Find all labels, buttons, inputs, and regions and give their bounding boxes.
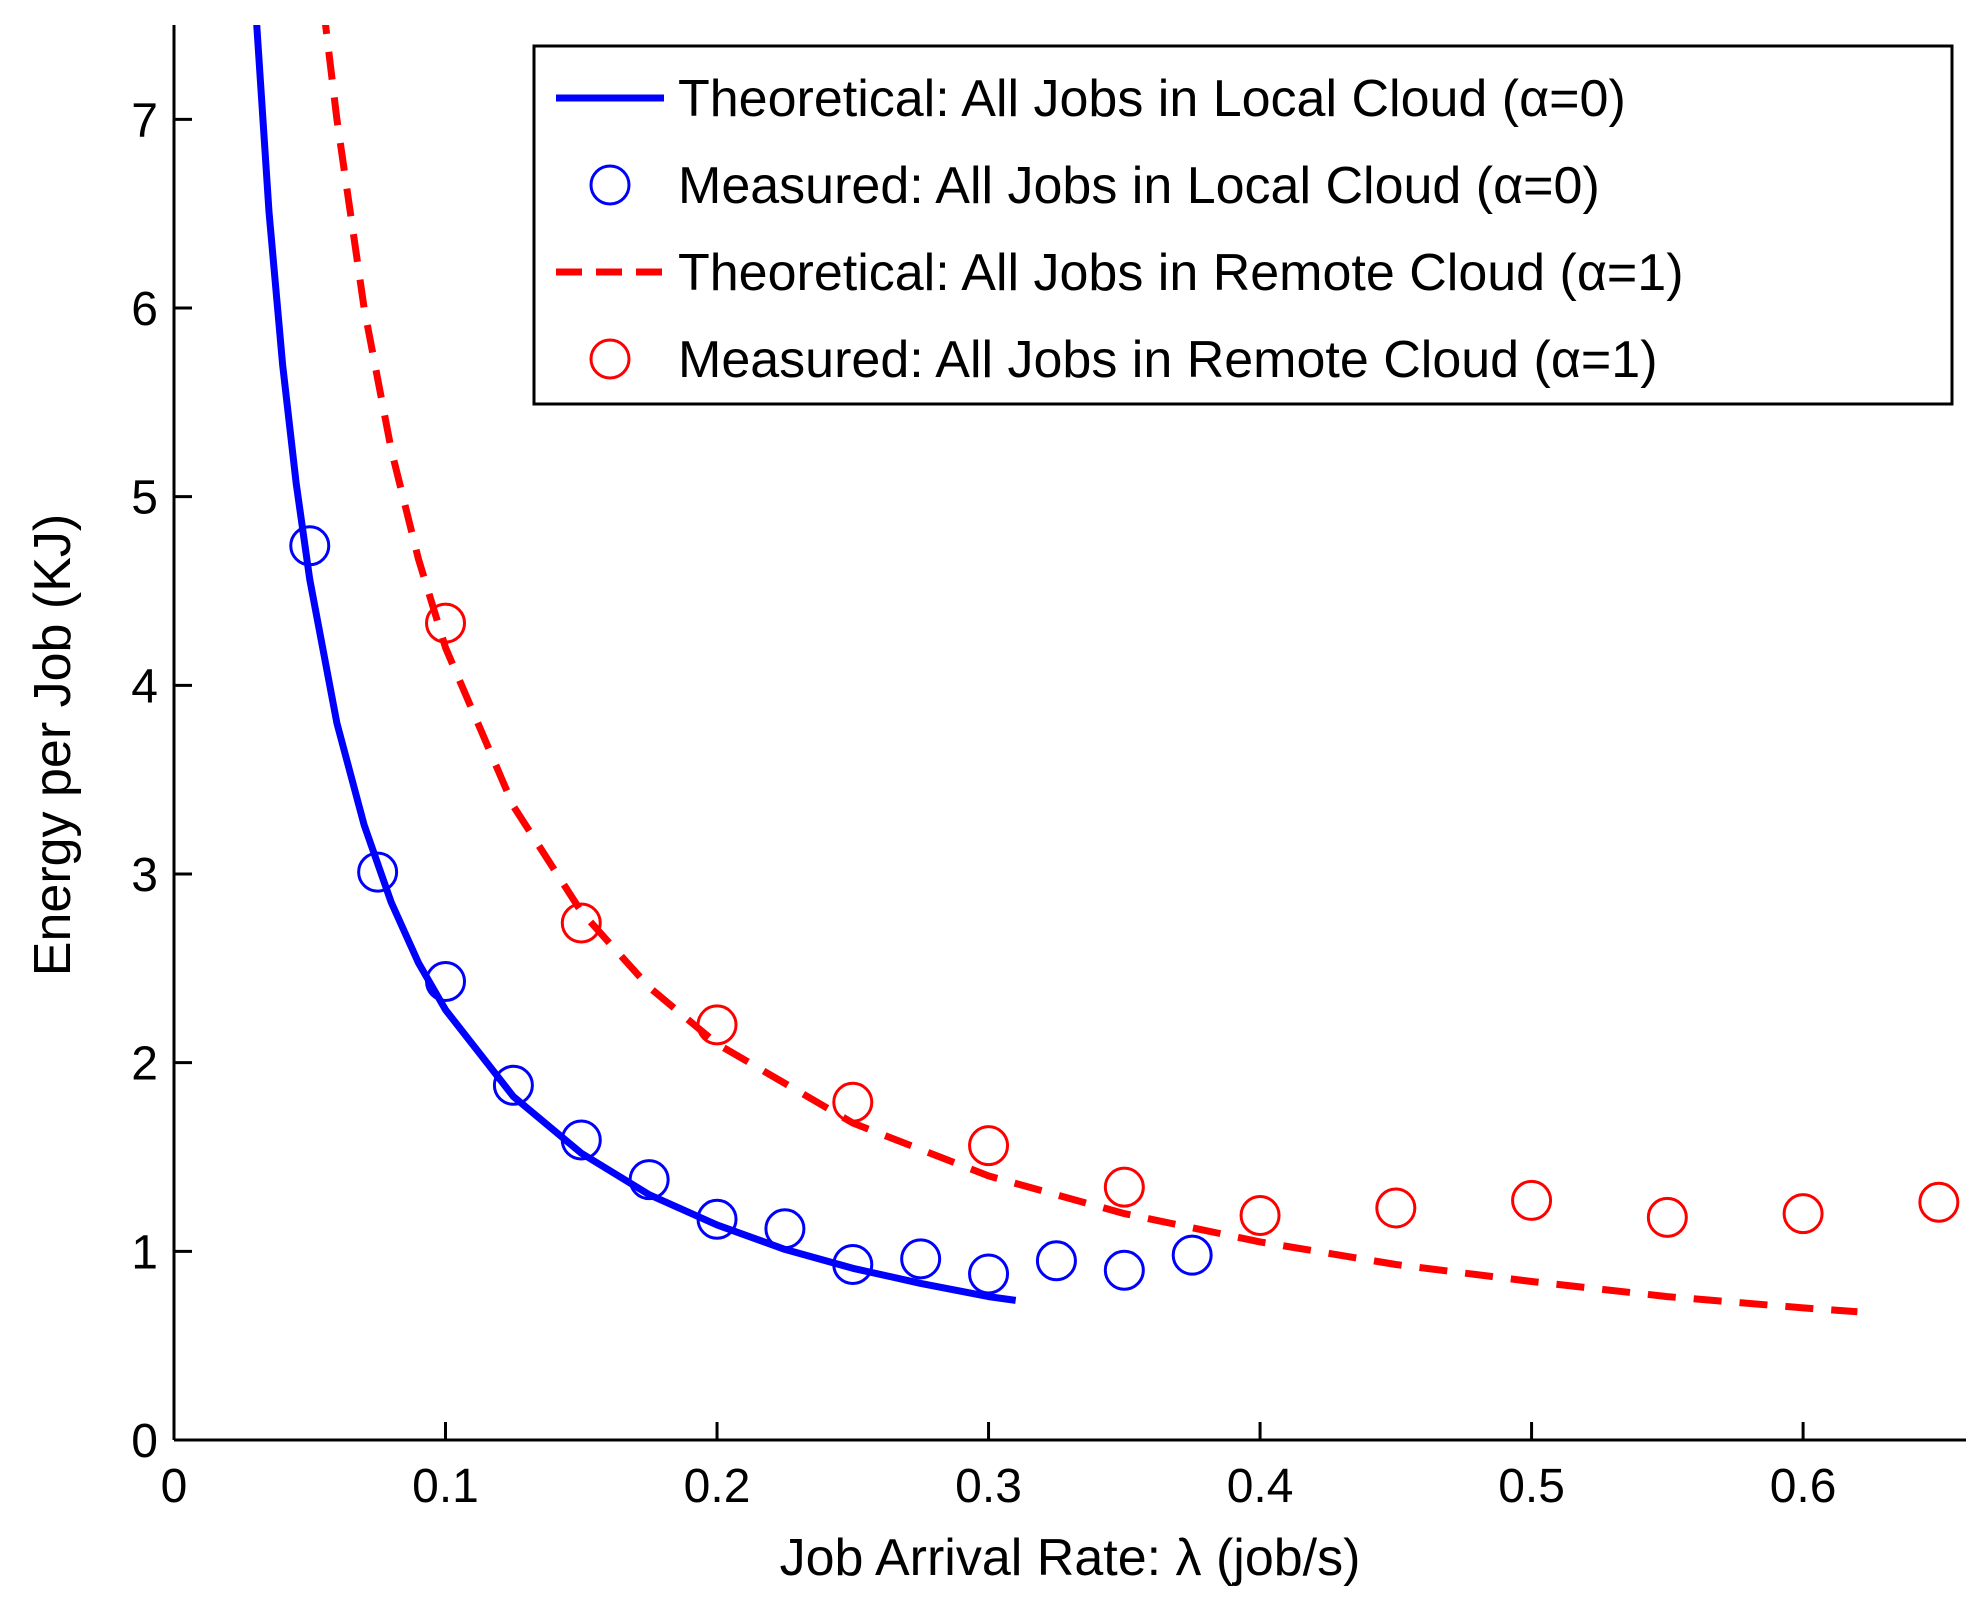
legend-swatch <box>589 338 631 380</box>
legend-item: Measured: All Jobs in Remote Cloud (α=1) <box>589 331 1658 389</box>
y-tick-label: 5 <box>131 472 158 525</box>
data-point <box>1239 1194 1281 1236</box>
data-point <box>560 902 602 944</box>
y-tick-label: 4 <box>131 660 158 713</box>
legend-label: Measured: All Jobs in Remote Cloud (α=1) <box>678 331 1658 389</box>
data-point <box>1375 1187 1417 1229</box>
data-point <box>968 1253 1010 1295</box>
data-point <box>1782 1193 1824 1235</box>
data-point <box>696 1198 738 1240</box>
legend: Theoretical: All Jobs in Local Cloud (α=… <box>532 44 1954 406</box>
y-axis-title: Energy per Job (KJ) <box>24 514 82 976</box>
legend-swatch <box>589 164 631 206</box>
series-2 <box>289 525 1213 1295</box>
legend-label: Theoretical: All Jobs in Local Cloud (α=… <box>678 70 1626 128</box>
x-axis-title: Job Arrival Rate: λ (job/s) <box>780 1529 1361 1587</box>
series-line <box>253 25 1017 1304</box>
data-point <box>289 525 331 567</box>
data-point <box>696 1004 738 1046</box>
data-point <box>968 1125 1010 1167</box>
data-point <box>1035 1240 1077 1282</box>
data-point <box>1171 1234 1213 1276</box>
legend-label: Measured: All Jobs in Local Cloud (α=0) <box>678 157 1600 215</box>
series-3 <box>322 25 1858 1316</box>
y-tick-label: 0 <box>131 1415 158 1468</box>
y-tick-label: 3 <box>131 849 158 902</box>
legend-label: Theoretical: All Jobs in Remote Cloud (α… <box>678 244 1684 302</box>
x-tick-label: 0.1 <box>412 1460 479 1513</box>
series-line <box>322 25 1858 1316</box>
y-tick-label: 6 <box>131 283 158 336</box>
data-point <box>560 1119 602 1161</box>
x-tick-label: 0.6 <box>1770 1460 1837 1513</box>
legend-box <box>532 44 1954 406</box>
data-point <box>1918 1181 1960 1223</box>
series-layer <box>253 25 1960 1316</box>
x-tick-label: 0.5 <box>1498 1460 1565 1513</box>
data-point <box>832 1244 874 1286</box>
y-tick-label: 7 <box>131 94 158 147</box>
data-point <box>1646 1196 1688 1238</box>
data-point <box>425 961 467 1003</box>
x-tick-label: 0.2 <box>684 1460 751 1513</box>
axes: 0 0.1 0.2 0.3 0.4 0.5 0.6 0 1 2 3 4 5 6 7 <box>131 25 1966 1513</box>
series-1 <box>253 25 1017 1304</box>
series-4 <box>425 602 1960 1238</box>
data-point <box>492 1064 534 1106</box>
data-point <box>425 602 467 644</box>
legend-item: Theoretical: All Jobs in Local Cloud (α=… <box>556 70 1626 128</box>
y-tick-label: 1 <box>131 1226 158 1279</box>
data-point <box>628 1159 670 1201</box>
data-point <box>832 1081 874 1123</box>
x-tick-label: 0.4 <box>1227 1460 1294 1513</box>
legend-item: Measured: All Jobs in Local Cloud (α=0) <box>589 157 1600 215</box>
data-point <box>1103 1166 1145 1208</box>
data-point <box>1103 1249 1145 1291</box>
x-tick-label: 0 <box>161 1460 188 1513</box>
legend-item: Theoretical: All Jobs in Remote Cloud (α… <box>556 244 1684 302</box>
data-point <box>900 1238 942 1280</box>
data-point <box>357 851 399 893</box>
data-point <box>1511 1179 1553 1221</box>
y-tick-label: 2 <box>131 1038 158 1091</box>
x-tick-label: 0.3 <box>955 1460 1022 1513</box>
data-point <box>764 1208 806 1250</box>
